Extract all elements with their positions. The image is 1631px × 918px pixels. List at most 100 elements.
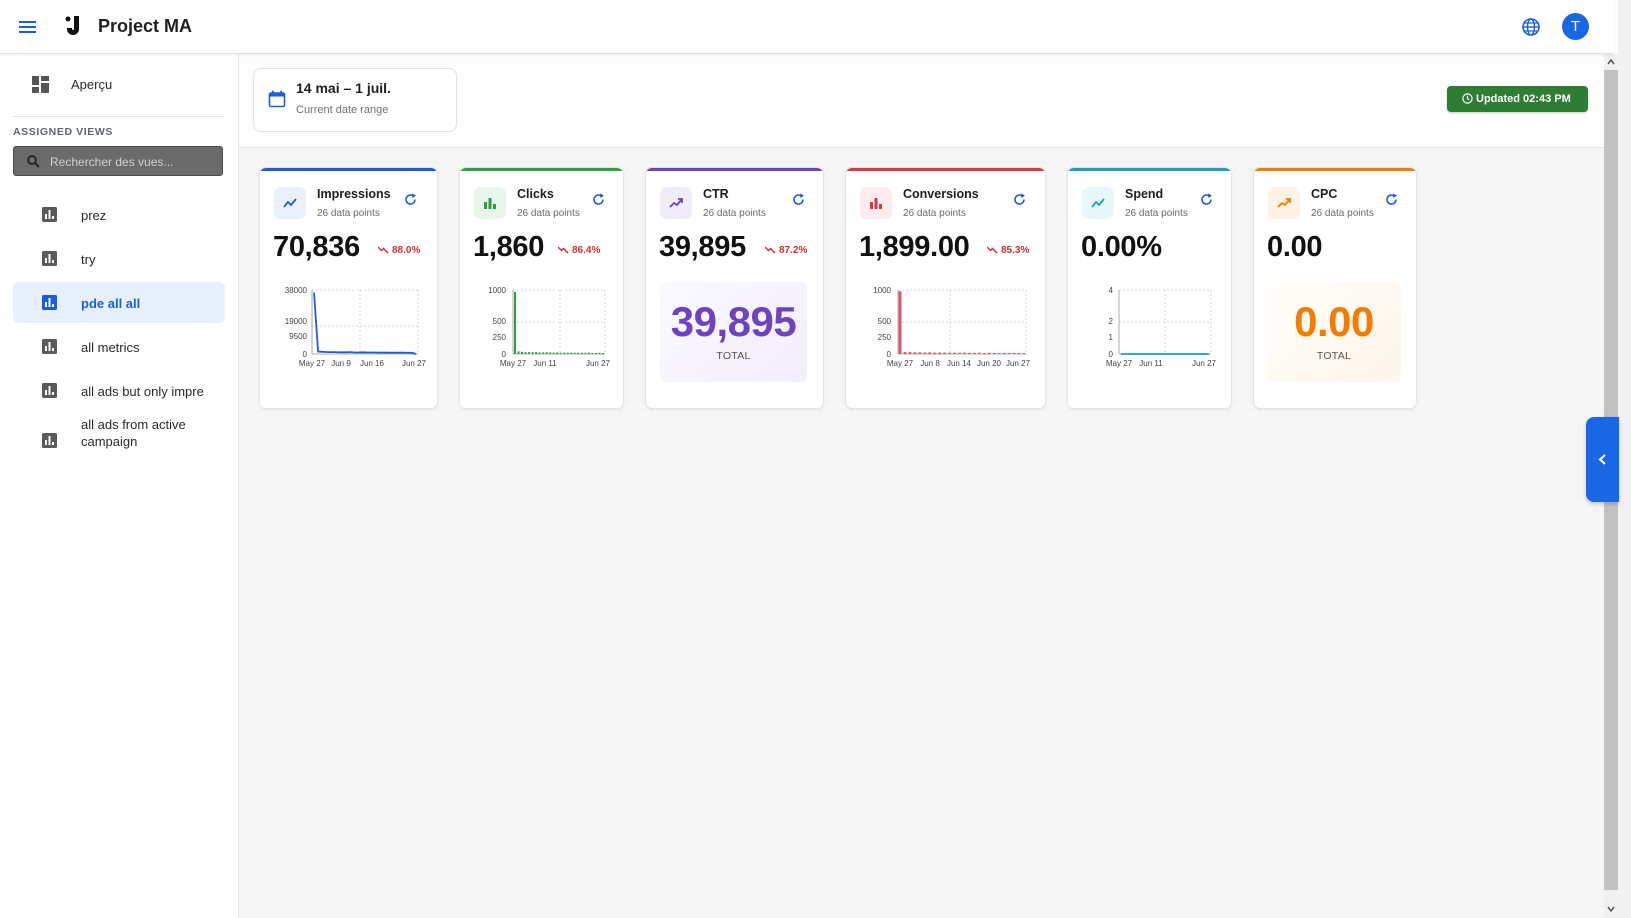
sidebar: Aperçu ASSIGNED VIEWS prez try pde all a… xyxy=(0,54,239,918)
y-tick-label: 1 xyxy=(1109,333,1114,342)
data-bar xyxy=(943,352,947,354)
scroll-up-icon[interactable] xyxy=(1606,57,1616,67)
trend-line-icon xyxy=(283,198,297,208)
data-bar xyxy=(898,291,902,354)
sidebar-item-all-ads-active-campaign[interactable]: all ads from active campaign xyxy=(13,414,225,466)
x-tick-label: Jun 27 xyxy=(1192,359,1217,368)
card-trend: 85.3% xyxy=(986,245,1029,256)
refresh-icon[interactable] xyxy=(403,192,418,207)
updated-text: Updated 02:43 PM xyxy=(1476,93,1571,105)
card-accent xyxy=(1254,168,1416,171)
search-input[interactable] xyxy=(48,151,222,173)
refresh-icon[interactable] xyxy=(1384,192,1399,207)
data-bar xyxy=(953,352,956,354)
nav-overview[interactable]: Aperçu xyxy=(13,65,225,105)
x-tick-label: May 27 xyxy=(887,359,914,368)
card-title: CPC xyxy=(1311,187,1338,201)
y-tick-label: 38000 xyxy=(285,286,308,295)
card-accent xyxy=(846,168,1045,171)
total-value: 0.00 xyxy=(1294,298,1374,345)
user-avatar[interactable]: T xyxy=(1562,13,1589,40)
bar-chart-icon xyxy=(870,198,882,209)
refresh-icon[interactable] xyxy=(791,192,806,207)
section-label: ASSIGNED VIEWS xyxy=(13,126,113,138)
date-range-picker[interactable]: 14 mai – 1 juil. Current date range xyxy=(253,68,457,132)
data-bar xyxy=(580,352,583,354)
sidebar-item-pde-all-all[interactable]: pde all all xyxy=(13,282,225,323)
search-icon xyxy=(27,155,40,168)
card-subtitle: 26 data points xyxy=(903,208,966,219)
data-bar xyxy=(573,352,576,354)
sidebar-item-all-metrics[interactable]: all metrics xyxy=(13,326,225,367)
card-value: 1,899.00 xyxy=(859,231,970,263)
metric-card-impressions: Impressions 26 data points 70,836 88.0% … xyxy=(259,167,438,409)
view-search xyxy=(13,146,223,176)
card-trend-value: 87.2% xyxy=(779,245,808,256)
card-trend-value: 88.0% xyxy=(392,245,421,256)
card-subtitle: 26 data points xyxy=(517,208,580,219)
metric-card-conversions: Conversions 26 data points 1,899.00 85.3… xyxy=(845,167,1046,409)
chevron-left-icon xyxy=(1598,454,1606,465)
data-bar xyxy=(549,352,552,354)
bar-chart-icon xyxy=(42,295,57,310)
data-bar xyxy=(598,352,601,354)
refresh-icon[interactable] xyxy=(1199,192,1214,207)
data-bar xyxy=(1007,353,1011,354)
sidebar-item-prez[interactable]: prez xyxy=(13,194,225,235)
data-bar xyxy=(545,352,548,354)
data-bar xyxy=(594,353,597,354)
sidebar-divider xyxy=(13,116,225,117)
card-accent xyxy=(646,168,823,171)
data-bar xyxy=(559,352,562,354)
data-bar xyxy=(591,353,594,354)
card-title: Clicks xyxy=(517,187,554,201)
sidebar-item-all-ads-impre[interactable]: all ads but only impre xyxy=(13,370,225,411)
card-trend: 88.0% xyxy=(377,245,421,256)
trending-down-icon xyxy=(986,246,998,254)
sidebar-item-try[interactable]: try xyxy=(13,238,225,279)
bar-chart-icon xyxy=(484,198,496,209)
sidebar-item-label: pde all all xyxy=(81,296,141,311)
card-icon-box xyxy=(1268,187,1300,219)
card-title: Impressions xyxy=(317,187,391,201)
conversions-chart: 1000 500 250 0 May 27 Jun 8 Jun 14 Jun 2… xyxy=(873,286,1031,368)
card-icon-box xyxy=(860,187,892,219)
card-value: 70,836 xyxy=(273,231,360,263)
bar-chart-icon xyxy=(42,251,57,266)
card-icon-box xyxy=(474,187,506,219)
x-tick-label: Jun 9 xyxy=(331,359,351,368)
globe-icon[interactable] xyxy=(1521,17,1541,37)
data-bar xyxy=(918,352,922,354)
refresh-icon[interactable] xyxy=(591,192,606,207)
card-trend: 87.2% xyxy=(764,245,808,256)
app-title: Project MA xyxy=(98,16,193,36)
updated-badge: Updated 02:43 PM xyxy=(1447,86,1588,112)
x-tick-label: Jun 8 xyxy=(920,359,940,368)
card-value: 0.00% xyxy=(1081,231,1162,263)
trending-up-icon xyxy=(1277,198,1291,208)
refresh-icon[interactable] xyxy=(1012,192,1027,207)
side-panel-toggle[interactable] xyxy=(1586,417,1619,502)
y-tick-label: 1000 xyxy=(873,286,891,295)
card-icon-box xyxy=(660,187,692,219)
card-trend: 86.4% xyxy=(557,245,600,256)
scroll-down-icon[interactable] xyxy=(1606,904,1616,914)
total-box: 39,895 TOTAL xyxy=(660,282,807,382)
data-bar xyxy=(552,352,555,354)
x-tick-label: Jun 27 xyxy=(1006,359,1031,368)
y-tick-label: 250 xyxy=(878,333,892,342)
window-scrollbar[interactable] xyxy=(1618,0,1631,918)
data-bar xyxy=(997,353,1001,354)
data-bar xyxy=(987,352,991,354)
data-bar xyxy=(1002,353,1006,354)
trending-down-icon xyxy=(377,246,389,254)
x-tick-label: May 27 xyxy=(299,359,326,368)
data-bar xyxy=(514,291,516,354)
sidebar-item-label: prez xyxy=(81,208,107,223)
x-tick-label: Jun 11 xyxy=(533,359,557,368)
y-tick-label: 0 xyxy=(887,350,892,359)
dashboard-icon xyxy=(32,76,49,93)
app-bar: Project MA T xyxy=(0,0,1614,54)
card-title: Conversions xyxy=(903,187,979,201)
menu-icon[interactable] xyxy=(17,16,39,38)
